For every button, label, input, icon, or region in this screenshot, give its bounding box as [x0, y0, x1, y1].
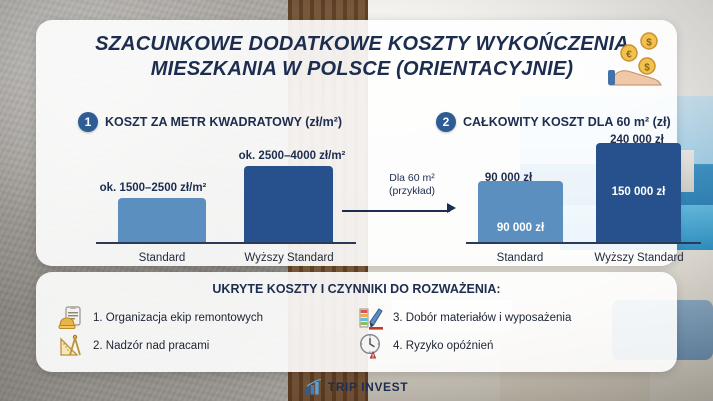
- bar-value-standard: 90 000 zł: [496, 222, 545, 234]
- bar-standard: [118, 198, 206, 242]
- bar-caption-standard: Standard: [138, 252, 186, 264]
- section-title-2: CAŁKOWITY KOSZT DLA 60 m² (zł): [463, 115, 671, 129]
- hidden-costs-title: UKRYTE KOSZTY I CZYNNIKI DO ROZWAŻENIA:: [212, 282, 501, 296]
- bar-caption-higher-standard: Wyższy Standard: [594, 252, 684, 264]
- hidden-cost-item-2: 2. Nadzór nad pracami: [58, 333, 358, 359]
- bar-chart-logo-icon: [305, 379, 321, 395]
- bar-label-above-standard: ok. 1500–2500 zł/m²: [99, 182, 207, 194]
- section-header-1: 1 KOSZT ZA METR KWADRATOWY (zł/m²): [78, 112, 342, 132]
- page-title: SZACUNKOWE DODATKOWE KOSZTY WYKOŃCZENIA …: [82, 32, 642, 82]
- bar-caption-standard: Standard: [496, 252, 544, 264]
- hidden-cost-label-3: 3. Dobór materiałów i wyposażenia: [393, 312, 572, 324]
- section-badge-2: 2: [436, 112, 456, 132]
- section-header-2: 2 CAŁKOWITY KOSZT DLA 60 m² (zł): [436, 112, 671, 132]
- arrow-label-line-2: (przykład): [388, 185, 436, 197]
- bar-higher-standard: [596, 143, 681, 242]
- hidden-costs-row: 2. Nadzór nad pracami 4. Ryzyko opóźnień: [58, 332, 658, 360]
- hidden-cost-label-2: 2. Nadzór nad pracami: [93, 340, 210, 352]
- section-title-1: KOSZT ZA METR KWADRATOWY (zł/m²): [105, 115, 343, 129]
- arrow-label-line-1: Dla 60 m²: [389, 172, 435, 184]
- chart-cost-per-sqm: ok. 1500–2500 zł/m² Standard ok. 2500–40…: [96, 146, 356, 266]
- color-swatch-icon: [359, 308, 383, 330]
- ruler-compass-icon: [60, 334, 81, 356]
- hidden-cost-label-1: 1. Organizacja ekip remontowych: [93, 312, 264, 324]
- clock-warning-icon: [359, 333, 381, 359]
- hidden-cost-label-4: 4. Ryzyko opóźnień: [393, 340, 494, 352]
- bar-standard: [478, 181, 563, 242]
- chart-axis-line: [96, 242, 356, 244]
- page-title-line-2: MIESZKANIA W POLSCE (ORIENTACYJNIE): [150, 58, 574, 80]
- hidden-costs-row: 1. Organizacja ekip remontowych 3. Dobór…: [58, 304, 658, 332]
- footer-logo-text: TRIP INVEST: [327, 380, 409, 394]
- page-title-line-1: SZACUNKOWE DODATKOWE KOSZTY WYKOŃCZENIA: [95, 33, 629, 55]
- hidden-cost-item-4: 4. Ryzyko opóźnień: [358, 333, 658, 359]
- hand-with-coins-icon: $ € $: [608, 32, 662, 86]
- hidden-cost-item-1: 1. Organizacja ekip remontowych: [58, 305, 358, 331]
- main-card: SZACUNKOWE DODATKOWE KOSZTY WYKOŃCZENIA …: [36, 20, 701, 266]
- bar-value-higher-standard: 150 000 zł: [611, 186, 666, 198]
- arrow-right-icon: [342, 203, 456, 213]
- chart-axis-line: [466, 242, 701, 244]
- svg-text:$: $: [644, 63, 650, 74]
- arrow-head-icon: [447, 203, 456, 213]
- clipboard-helmet-icon: [58, 306, 81, 329]
- bar-higher-standard: [244, 166, 333, 242]
- hidden-costs-grid: 1. Organizacja ekip remontowych 3. Dobór…: [58, 304, 658, 360]
- bar-caption-higher-standard: Wyższy Standard: [244, 252, 334, 264]
- hidden-costs-card: UKRYTE KOSZTY I CZYNNIKI DO ROZWAŻENIA: …: [36, 272, 677, 372]
- svg-text:€: €: [626, 50, 632, 61]
- chart-total-cost-60sqm: 90 000 zł 90 000 zł Standard 240 000 zł …: [466, 134, 701, 266]
- section-badge-1: 1: [78, 112, 98, 132]
- svg-text:$: $: [646, 38, 652, 49]
- transition-arrow: Dla 60 m² (przykład): [342, 172, 464, 216]
- hidden-cost-item-3: 3. Dobór materiałów i wyposażenia: [358, 305, 658, 331]
- footer-logo: TRIP INVEST: [0, 379, 713, 395]
- bar-label-above-higher: ok. 2500–4000 zł/m²: [238, 150, 346, 162]
